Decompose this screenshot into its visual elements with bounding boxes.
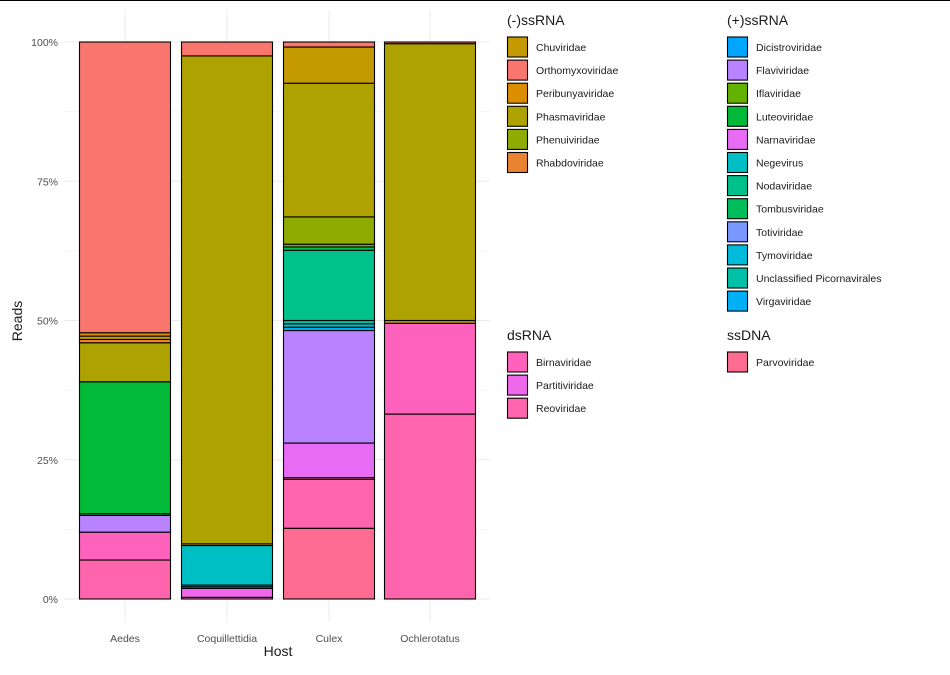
bar-segment-aedes-orthomyxoviridae [78,41,172,334]
legend-label-rhabdoviridae: Rhabdoviridae [536,158,604,170]
y-tick-label: 100% [31,37,58,49]
legend-label-iflaviridae: Iflaviridae [756,88,801,100]
bar-segment-culex-phasmaviridae [282,82,376,218]
legend-key-chuviridae [506,36,529,58]
legend-key-phenuiviridae [506,128,529,150]
bar-segment-ochlerotatus-reoviridae [383,413,477,600]
legend-key-narnaviridae [726,128,749,150]
legend-label-nodaviridae: Nodaviridae [756,181,812,193]
legend-key-luteoviridae [726,105,749,127]
legend-key-flaviviridae [726,59,749,81]
y-axis-title: Reads [9,301,25,341]
legend-label-dicistroviridae: Dicistroviridae [756,42,822,54]
legend-label-orthomyxoviridae: Orthomyxoviridae [536,65,618,77]
legend-label-negevirus: Negevirus [756,158,803,170]
y-tick-label: 25% [37,455,58,467]
legend-label-partitiviridae: Partitiviridae [536,380,594,392]
legend-label-reoviridae: Reoviridae [536,403,586,415]
bar-segment-culex-parvoviridae [282,527,376,600]
legend-label-peribunyaviridae: Peribunyaviridae [536,88,614,100]
legend-label-flaviviridae: Flaviviridae [756,65,809,77]
bar-segment-culex-orthomyxoviridae [282,41,376,48]
bar-segment-culex-flaviviridae [282,329,376,444]
bar-segment-ochlerotatus-phasmaviridae [383,43,477,322]
y-tick-label: 75% [37,176,58,188]
legend-key-virgaviridae [726,290,749,312]
legend-key-tymoviridae [726,244,749,266]
x-axis-tick-labels: Aedes Coquillettidia Culex Ochlerotatus [110,633,460,645]
bar-segment-aedes-luteoviridae [78,381,172,515]
legend: (-)ssRNA Chuviridae Orthomyxoviridae Peribu… [506,12,881,419]
legend-key-negevirus [726,151,749,174]
legend-label-chuviridae: Chuviridae [536,42,586,54]
x-tick-label: Ochlerotatus [400,633,460,645]
legend-title-ssrna: (-)ssRNA [507,12,565,28]
legend-label-phasmaviridae: Phasmaviridae [536,111,606,123]
legend-label-totiviridae: Totiviridae [756,227,803,239]
bar-segment-culex-reoviridae [282,478,376,529]
legend-key-iflaviridae [726,82,749,104]
x-tick-label: Culex [316,633,344,645]
legend-label-narnaviridae: Narnaviridae [756,134,816,146]
legend-title-ssrna: (+)ssRNA [727,12,789,28]
legend-label-birnaviridae: Birnaviridae [536,357,592,369]
legend-key-totiviridae [726,221,749,243]
legend-key-parvoviridae [726,351,749,373]
legend-key-unclassified-picornavirales [726,267,749,289]
bars [78,41,477,600]
legend-label-luteoviridae: Luteoviridae [756,111,813,123]
legend-title-ssdna: ssDNA [727,327,771,343]
bar-segment-culex-narnaviridae [282,442,376,479]
legend-label-tymoviridae: Tymoviridae [756,250,813,262]
bar-segment-aedes-phasmaviridae [78,342,172,383]
bar-segment-culex-chuviridae [282,46,376,84]
legend-key-peribunyaviridae [506,82,529,104]
legend-key-orthomyxoviridae [506,59,529,81]
y-axis-tick-labels: 0% 25% 50% 75% 100% [31,37,58,606]
legend-label-virgaviridae: Virgaviridae [756,296,811,308]
legend-key-reoviridae [506,397,529,419]
legend-key-nodaviridae [726,175,749,197]
legend-key-tombusviridae [726,198,749,220]
bar-segment-coquillettidia-negevirus [180,544,274,586]
bar-segment-ochlerotatus-orthomyxoviridae [383,41,477,45]
legend-label-parvoviridae: Parvoviridae [756,357,815,369]
legend-label-tombusviridae: Tombusviridae [756,204,824,216]
legend-key-rhabdoviridae [506,151,529,174]
y-tick-label: 50% [37,316,58,328]
bar-segment-culex-phenuiviridae [282,216,376,245]
bar-segment-coquillettidia-orthomyxoviridae [180,41,274,57]
y-tick-label: 0% [43,594,58,606]
legend-key-birnaviridae [506,351,529,373]
x-axis-title: Host [264,643,293,659]
bar-segment-aedes-reoviridae [78,559,172,600]
top-border [0,0,950,1]
legend-title-dsrna: dsRNA [507,327,552,343]
legend-label-phenuiviridae: Phenuiviridae [536,134,600,146]
legend-key-phasmaviridae [506,105,529,127]
bar-segment-coquillettidia-phasmaviridae [180,55,274,545]
bar-segment-coquillettidia-partitiviridae [180,587,274,598]
bar-segment-aedes-birnaviridae [78,531,172,561]
legend-key-partitiviridae [506,374,529,396]
x-tick-label: Coquillettidia [197,633,257,645]
bar-segment-culex-nodaviridae [282,249,376,322]
legend-label-unclassified-picornavirales: Unclassified Picornavirales [756,273,881,285]
bar-segment-ochlerotatus-birnaviridae [383,322,477,415]
bar-segment-aedes-flaviviridae [78,514,172,533]
x-tick-label: Aedes [110,633,140,645]
legend-key-dicistroviridae [726,36,749,58]
